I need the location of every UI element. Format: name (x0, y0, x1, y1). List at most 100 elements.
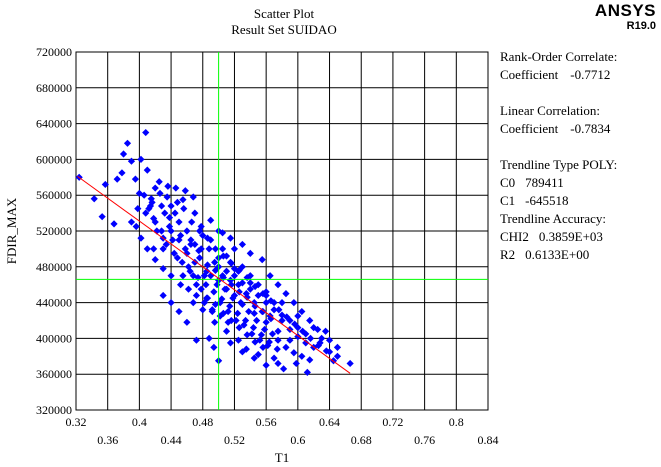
data-point (90, 195, 98, 203)
data-point (159, 291, 167, 300)
data-point (224, 307, 232, 316)
data-point (251, 282, 259, 291)
data-point (127, 157, 136, 165)
data-point (258, 256, 266, 264)
data-point (192, 281, 201, 289)
data-point (235, 288, 243, 296)
data-point (325, 336, 334, 344)
data-point (199, 306, 207, 314)
data-point (282, 290, 290, 298)
data-point (227, 259, 235, 267)
data-point (303, 368, 311, 377)
data-point (251, 302, 259, 310)
chart-title: Scatter Plot (253, 6, 315, 21)
data-point (298, 307, 306, 316)
trendline-type-title: Trendline Type POLY: (500, 157, 618, 172)
data-point (234, 336, 243, 344)
data-point (175, 307, 183, 316)
data-point (262, 288, 270, 296)
data-point (205, 245, 213, 253)
data-point (283, 313, 291, 321)
data-point (157, 202, 166, 210)
data-point (230, 291, 239, 300)
rank-coefficient-value: -0.7712 (570, 67, 611, 82)
data-point (205, 334, 213, 342)
data-point (279, 365, 288, 373)
chi2-row: CHI2 0.3859E+03 (500, 228, 617, 246)
data-point (216, 312, 224, 320)
data-point (238, 263, 246, 271)
data-point (192, 291, 201, 300)
data-point (238, 279, 246, 287)
data-point (250, 299, 258, 307)
c0-value: 789411 (525, 175, 564, 190)
data-point (250, 354, 258, 362)
data-point (260, 325, 269, 334)
data-point (238, 300, 246, 308)
data-point (187, 236, 195, 244)
data-point (157, 227, 166, 235)
data-point (123, 139, 132, 147)
x-tick-label-lower: 0.68 (351, 433, 372, 447)
data-point (310, 324, 318, 332)
data-point (191, 240, 199, 249)
data-point (113, 175, 121, 183)
data-point (155, 178, 163, 186)
data-point (290, 299, 298, 307)
data-point (186, 267, 194, 275)
data-point (162, 240, 170, 249)
data-point (259, 343, 267, 351)
data-point (132, 222, 140, 231)
data-point (314, 325, 322, 334)
linear-coefficient-label: Coefficient (500, 121, 559, 136)
data-point (250, 309, 258, 317)
data-point (176, 281, 185, 289)
data-point (242, 290, 250, 298)
data-point (118, 169, 126, 177)
y-tick-label: 360000 (36, 367, 72, 381)
data-point (251, 338, 259, 346)
c1-value: -645518 (525, 193, 569, 208)
data-point (282, 343, 290, 351)
x-tick-label-lower: 0.84 (478, 433, 499, 447)
x-tick-label-upper: 0.4 (132, 415, 147, 429)
y-axis-label: FDIR_MAX (4, 197, 19, 264)
data-point (218, 245, 227, 253)
data-point (183, 318, 191, 326)
data-point (266, 272, 274, 280)
data-point (167, 299, 175, 307)
data-point (302, 339, 310, 347)
data-point (163, 193, 171, 201)
data-point (294, 324, 302, 332)
data-point (151, 218, 159, 226)
data-point (273, 345, 281, 353)
y-tick-label: 320000 (36, 403, 72, 417)
data-point (226, 339, 235, 347)
data-point (165, 213, 174, 222)
data-point (294, 333, 302, 341)
y-tick-label: 680000 (36, 81, 72, 95)
x-tick-label-lower: 0.44 (161, 433, 182, 447)
data-point (325, 348, 334, 356)
data-point (151, 184, 159, 192)
data-point (299, 327, 307, 335)
data-point (346, 359, 354, 368)
r2-label: R2 (500, 247, 516, 262)
data-point (314, 341, 323, 350)
data-point (199, 231, 207, 240)
linear-title: Linear Correlation: (500, 103, 600, 118)
r2-row: R2 0.6133E+00 (500, 246, 617, 264)
data-point (333, 343, 342, 351)
data-point (274, 281, 282, 289)
data-point (259, 307, 267, 316)
linear-coefficient-value: -0.7834 (570, 121, 611, 136)
data-point (235, 324, 243, 332)
plot-frame (75, 51, 489, 411)
data-point (253, 316, 261, 325)
data-point (167, 202, 175, 210)
accuracy-title: Trendline Accuracy: (500, 211, 607, 226)
data-point (249, 324, 258, 332)
data-point (241, 316, 250, 325)
